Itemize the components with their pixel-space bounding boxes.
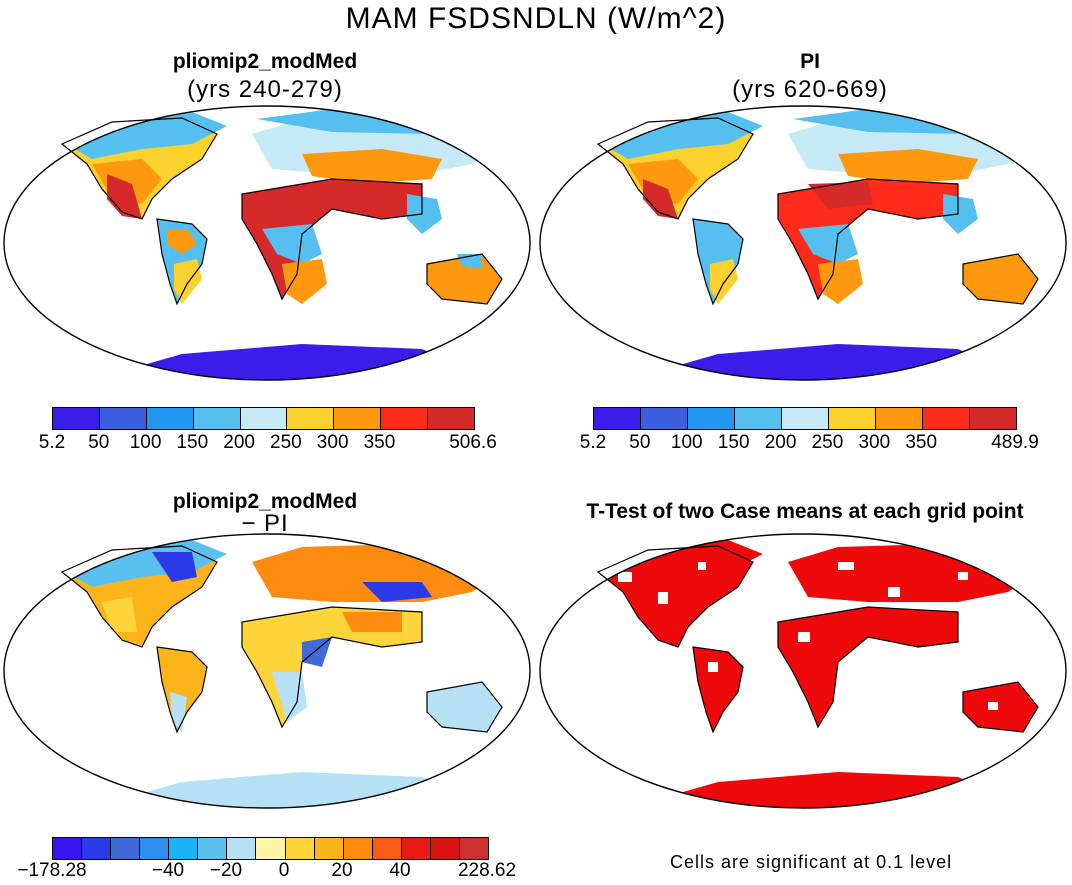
map-model-fill	[57, 109, 502, 380]
colorbar-swatch	[381, 408, 429, 429]
colorbar-tick-label: 200	[223, 432, 255, 453]
map-ttest-insignificant-cells	[618, 562, 998, 710]
significance-note: Cells are significant at 0.1 level	[670, 852, 953, 872]
colorbar-tick-label: 0	[278, 860, 290, 881]
colorbar-swatch	[193, 408, 241, 429]
colorbar-tick-label: 350	[905, 432, 938, 453]
map-difference-fill	[57, 540, 502, 808]
colorbar-tick-label: −178.28	[17, 860, 87, 881]
colorbar-tick-label: 100	[670, 432, 703, 453]
colorbar-model	[52, 407, 475, 430]
colorbar-tick-label: 506.6	[449, 432, 497, 453]
colorbar-tick-label: −20	[209, 860, 243, 881]
map-pi-coastlines	[596, 117, 1039, 306]
panel-title-model: pliomip2_modMed	[172, 50, 358, 73]
map-ttest	[539, 533, 1067, 809]
colorbar-swatch	[82, 838, 112, 859]
map-ttest-fill	[593, 540, 1038, 808]
colorbar-swatch	[459, 838, 488, 859]
colorbar-difference	[52, 837, 489, 860]
colorbar-swatch	[256, 838, 286, 859]
colorbar-swatch	[401, 838, 431, 859]
map-pi-fill	[593, 109, 1038, 380]
panel-subtitle-difference: − PI	[241, 510, 289, 537]
panel-title-difference: pliomip2_modMed	[172, 490, 358, 513]
colorbar-swatch	[99, 408, 147, 429]
colorbar-tick-label: 5.2	[38, 432, 66, 453]
colorbar-swatch	[146, 408, 194, 429]
panel-title-ttest: T-Test of two Case means at each grid po…	[586, 500, 1024, 523]
colorbar-swatch	[430, 838, 460, 859]
colorbar-tick-label: 228.62	[457, 860, 517, 881]
map-model-coastlines	[60, 117, 503, 306]
colorbar-pi	[593, 407, 1017, 430]
colorbar-tick-label: −40	[151, 860, 185, 881]
colorbar-swatch	[876, 408, 923, 429]
panel-subtitle-pi-years: (yrs 620-669)	[732, 76, 888, 103]
colorbar-swatch	[923, 408, 970, 429]
colorbar-tick-label: 150	[176, 432, 209, 453]
colorbar-swatch	[594, 408, 641, 429]
panel-subtitle-model-years: (yrs 240-279)	[187, 76, 343, 103]
colorbar-tick-label: 150	[717, 432, 750, 453]
map-difference	[3, 533, 531, 809]
colorbar-swatch	[111, 838, 141, 859]
panel-title-pi: PI	[800, 50, 820, 73]
colorbar-tick-label: 300	[316, 432, 349, 453]
colorbar-swatch	[287, 408, 335, 429]
colorbar-tick-label: 50	[88, 432, 110, 453]
colorbar-swatch	[240, 408, 288, 429]
colorbar-tick-label: 5.2	[579, 432, 607, 453]
map-ttest-coastlines	[596, 545, 1039, 734]
colorbar-swatch	[53, 408, 100, 429]
colorbar-tick-label: 350	[363, 432, 396, 453]
map-model	[3, 105, 531, 381]
colorbar-tick-label: 250	[270, 432, 302, 453]
colorbar-swatch	[53, 838, 83, 859]
colorbar-tick-label: 489.9	[991, 432, 1039, 453]
map-difference-coastlines	[60, 545, 503, 734]
colorbar-swatch	[227, 838, 257, 859]
colorbar-swatch	[428, 408, 475, 429]
colorbar-swatch	[829, 408, 876, 429]
figure-title: MAM FSDSNDLN (W/m^2)	[345, 2, 727, 35]
colorbar-tick-label: 100	[129, 432, 162, 453]
map-pi	[539, 105, 1067, 381]
colorbar-swatch	[198, 838, 228, 859]
colorbar-tick-label: 200	[764, 432, 797, 453]
colorbar-swatch	[372, 838, 402, 859]
colorbar-tick-label: 50	[629, 432, 651, 453]
colorbar-swatch	[782, 408, 829, 429]
colorbar-swatch	[314, 838, 344, 859]
colorbar-tick-label: 40	[389, 860, 411, 881]
colorbar-tick-label: 20	[331, 860, 353, 881]
colorbar-swatch	[688, 408, 735, 429]
colorbar-swatch	[641, 408, 688, 429]
colorbar-swatch	[285, 838, 315, 859]
colorbar-swatch	[334, 408, 382, 429]
colorbar-swatch	[343, 838, 373, 859]
colorbar-swatch	[735, 408, 782, 429]
colorbar-swatch	[970, 408, 1016, 429]
colorbar-swatch	[140, 838, 170, 859]
colorbar-swatch	[169, 838, 199, 859]
colorbar-tick-label: 300	[858, 432, 891, 453]
colorbar-tick-label: 250	[811, 432, 844, 453]
